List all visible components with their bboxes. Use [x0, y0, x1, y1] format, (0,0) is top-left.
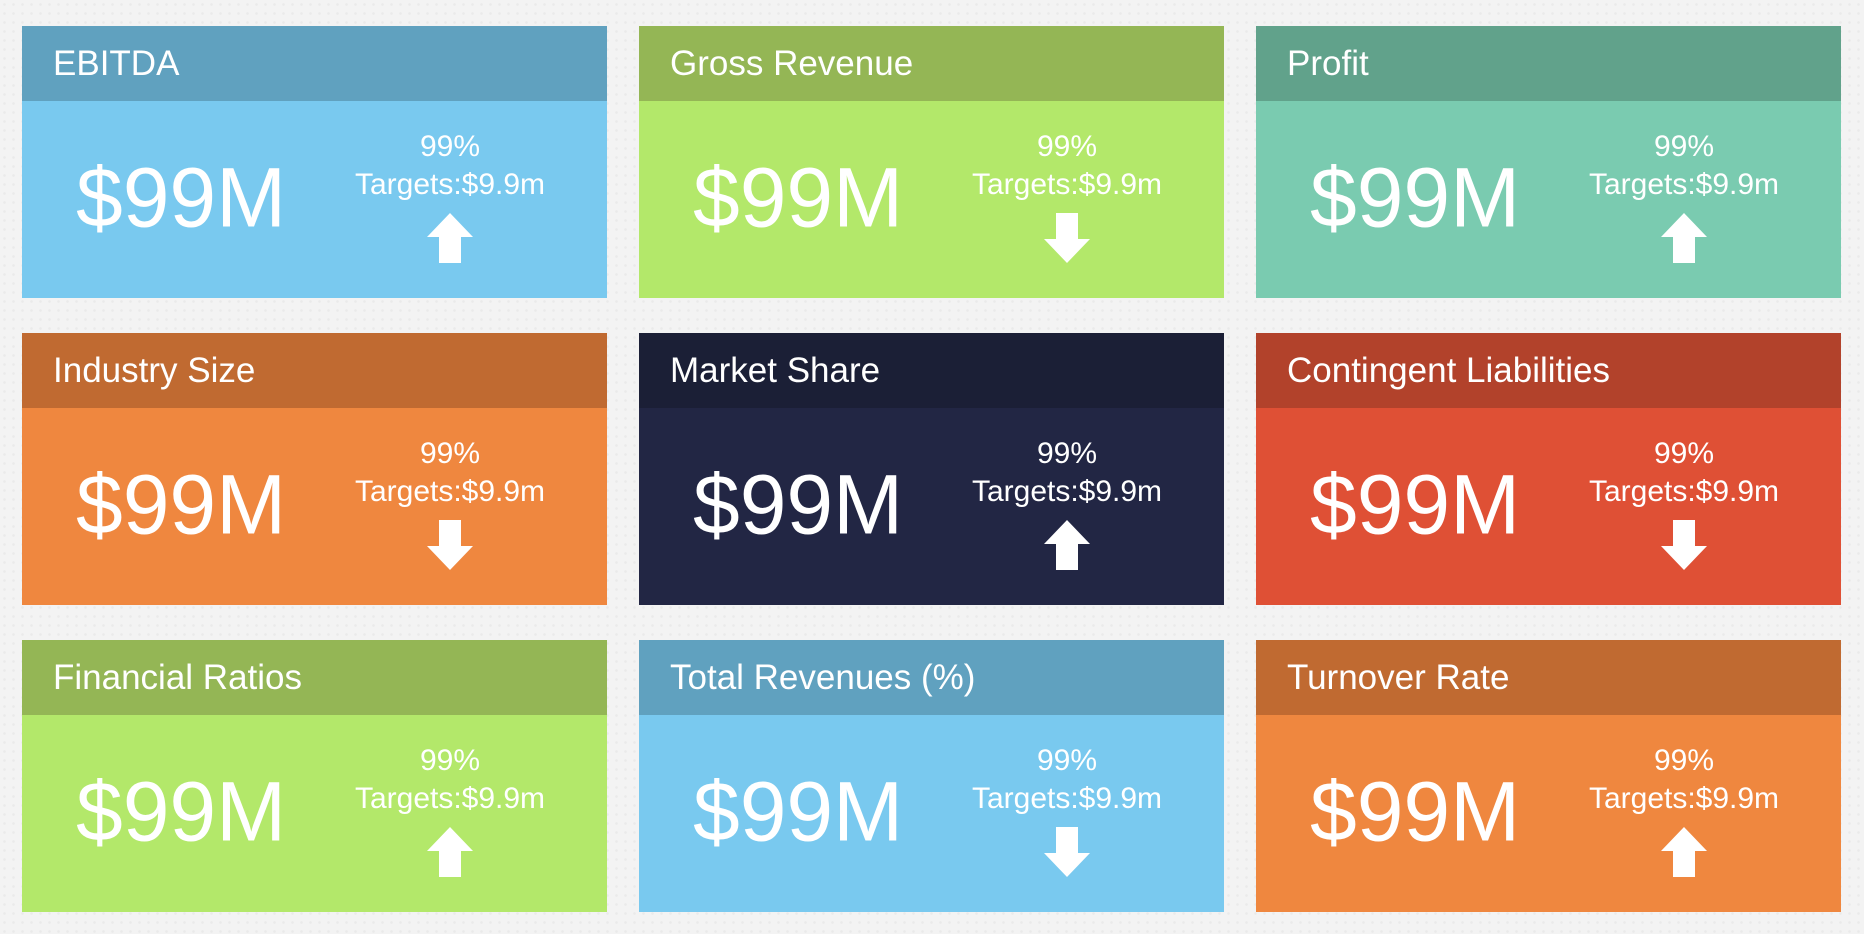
card-body: $99M 99% Targets:$9.9m — [1256, 408, 1841, 605]
card-value: $99M — [76, 149, 287, 244]
card-target: Targets:$9.9m — [971, 475, 1163, 508]
arrow-down-icon — [1044, 213, 1090, 263]
card-value: $99M — [76, 763, 287, 858]
card-value: $99M — [693, 456, 904, 551]
arrow-up-icon — [427, 827, 473, 877]
card-body: $99M 99% Targets:$9.9m — [22, 101, 607, 298]
card-stats: 99% Targets:$9.9m — [338, 436, 562, 570]
card-percent: 99% — [1036, 437, 1098, 470]
arrow-up-icon — [427, 213, 473, 263]
kpi-card-industry-size: Industry Size $99M 99% Targets:$9.9m — [22, 333, 607, 605]
card-title: Market Share — [639, 333, 1224, 408]
card-body: $99M 99% Targets:$9.9m — [639, 408, 1224, 605]
card-stats: 99% Targets:$9.9m — [338, 129, 562, 263]
arrow-up-icon — [1661, 827, 1707, 877]
card-target: Targets:$9.9m — [354, 475, 546, 508]
card-title: Financial Ratios — [22, 640, 607, 715]
kpi-card-financial-ratios: Financial Ratios $99M 99% Targets:$9.9m — [22, 640, 607, 912]
card-stats: 99% Targets:$9.9m — [1572, 129, 1796, 263]
card-title: Industry Size — [22, 333, 607, 408]
arrow-down-icon — [1044, 827, 1090, 877]
card-percent: 99% — [419, 437, 481, 470]
card-target: Targets:$9.9m — [1588, 168, 1780, 201]
card-target: Targets:$9.9m — [1588, 782, 1780, 815]
card-stats: 99% Targets:$9.9m — [955, 129, 1179, 263]
kpi-card-profit: Profit $99M 99% Targets:$9.9m — [1256, 26, 1841, 298]
card-target: Targets:$9.9m — [971, 168, 1163, 201]
card-value: $99M — [693, 149, 904, 244]
kpi-card-ebitda: EBITDA $99M 99% Targets:$9.9m — [22, 26, 607, 298]
card-title: Gross Revenue — [639, 26, 1224, 101]
kpi-card-market-share: Market Share $99M 99% Targets:$9.9m — [639, 333, 1224, 605]
kpi-card-total-revenues: Total Revenues (%) $99M 99% Targets:$9.9… — [639, 640, 1224, 912]
card-body: $99M 99% Targets:$9.9m — [1256, 715, 1841, 912]
arrow-down-icon — [427, 520, 473, 570]
kpi-card-contingent-liabilities: Contingent Liabilities $99M 99% Targets:… — [1256, 333, 1841, 605]
kpi-card-gross-revenue: Gross Revenue $99M 99% Targets:$9.9m — [639, 26, 1224, 298]
card-target: Targets:$9.9m — [354, 782, 546, 815]
arrow-up-icon — [1661, 213, 1707, 263]
card-body: $99M 99% Targets:$9.9m — [639, 715, 1224, 912]
card-title: Turnover Rate — [1256, 640, 1841, 715]
card-stats: 99% Targets:$9.9m — [1572, 743, 1796, 877]
card-title: Profit — [1256, 26, 1841, 101]
card-title: Total Revenues (%) — [639, 640, 1224, 715]
card-body: $99M 99% Targets:$9.9m — [639, 101, 1224, 298]
card-value: $99M — [1310, 456, 1521, 551]
card-stats: 99% Targets:$9.9m — [338, 743, 562, 877]
kpi-card-grid: EBITDA $99M 99% Targets:$9.9m Gross Reve… — [22, 26, 1842, 912]
card-target: Targets:$9.9m — [354, 168, 546, 201]
card-target: Targets:$9.9m — [1588, 475, 1780, 508]
card-percent: 99% — [1653, 130, 1715, 163]
card-stats: 99% Targets:$9.9m — [955, 743, 1179, 877]
card-percent: 99% — [1653, 437, 1715, 470]
card-value: $99M — [693, 763, 904, 858]
card-value: $99M — [1310, 763, 1521, 858]
card-percent: 99% — [1036, 130, 1098, 163]
card-percent: 99% — [419, 130, 481, 163]
card-stats: 99% Targets:$9.9m — [955, 436, 1179, 570]
card-percent: 99% — [1036, 744, 1098, 777]
card-percent: 99% — [419, 744, 481, 777]
card-body: $99M 99% Targets:$9.9m — [22, 715, 607, 912]
card-body: $99M 99% Targets:$9.9m — [1256, 101, 1841, 298]
card-body: $99M 99% Targets:$9.9m — [22, 408, 607, 605]
card-percent: 99% — [1653, 744, 1715, 777]
arrow-down-icon — [1661, 520, 1707, 570]
card-title: EBITDA — [22, 26, 607, 101]
arrow-up-icon — [1044, 520, 1090, 570]
card-stats: 99% Targets:$9.9m — [1572, 436, 1796, 570]
card-title: Contingent Liabilities — [1256, 333, 1841, 408]
kpi-card-turnover-rate: Turnover Rate $99M 99% Targets:$9.9m — [1256, 640, 1841, 912]
card-value: $99M — [76, 456, 287, 551]
card-target: Targets:$9.9m — [971, 782, 1163, 815]
card-value: $99M — [1310, 149, 1521, 244]
